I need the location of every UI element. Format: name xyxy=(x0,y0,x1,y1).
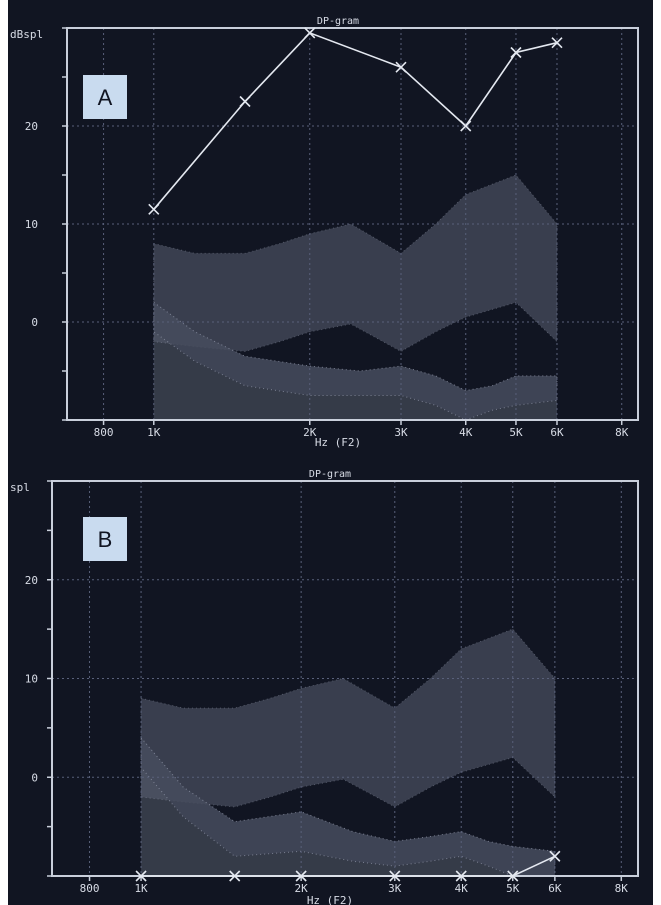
panel-a-x-tick-label: 800 xyxy=(94,426,114,439)
panel-a-y-axis-label: dBspl xyxy=(10,28,43,41)
panel-b-x-tick-label: 6K xyxy=(548,882,562,895)
panel-a-chart-title: DP-gram xyxy=(317,16,359,27)
panel-b-x-tick-label: 1K xyxy=(134,882,148,895)
panel-a-y-tick-label: 20 xyxy=(25,120,38,133)
panel-a-x-tick-label: 4K xyxy=(459,426,473,439)
panel-a-x-tick-label: 8K xyxy=(615,426,629,439)
panel-b-y-tick-label: 10 xyxy=(25,673,38,686)
panel-a-x-tick-label: 3K xyxy=(394,426,408,439)
panel-b-y-axis-label: spl xyxy=(10,481,30,494)
panel-b-x-tick-label: 5K xyxy=(506,882,520,895)
panel-b-chart-title: DP-gram xyxy=(309,469,351,480)
panel-a-label: A xyxy=(98,85,113,110)
panel-b-y-tick-label: 20 xyxy=(25,574,38,587)
panel-a-x-tick-label: 6K xyxy=(550,426,564,439)
panel-a-y-tick-label: 0 xyxy=(31,316,38,329)
panel-b-x-tick-label: 800 xyxy=(80,882,100,895)
panel-b-label-box: B xyxy=(83,517,127,561)
panel-b-label: B xyxy=(98,527,113,552)
panel-a-y-tick-label: 10 xyxy=(25,218,38,231)
panel-b-x-tick-label: 4K xyxy=(455,882,469,895)
panel-b-x-axis-label: Hz (F2) xyxy=(307,894,353,905)
panel-a-x-tick-label: 5K xyxy=(509,426,523,439)
panel-a-x-axis-label: Hz (F2) xyxy=(315,436,361,449)
panel-a-label-box: A xyxy=(83,75,127,119)
panel-b-y-tick-label: 0 xyxy=(31,771,38,784)
panel-b-x-tick-label: 3K xyxy=(388,882,402,895)
panel-a-x-tick-label: 1K xyxy=(147,426,161,439)
panel-b-x-tick-label: 8K xyxy=(615,882,629,895)
